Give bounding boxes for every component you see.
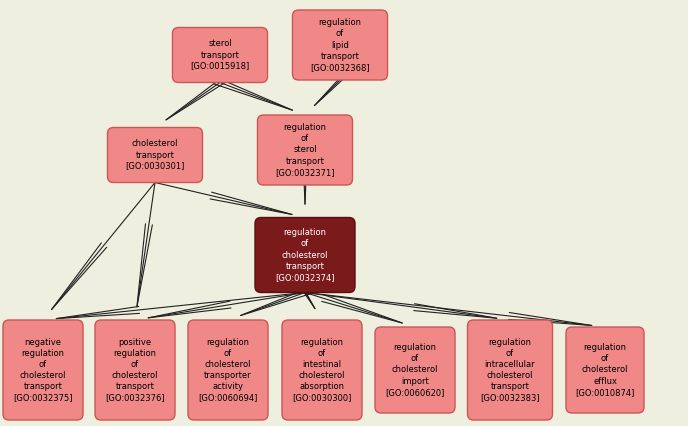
Text: regulation
of
lipid
transport
[GO:0032368]: regulation of lipid transport [GO:003236…: [310, 18, 370, 72]
FancyBboxPatch shape: [282, 320, 362, 420]
Text: regulation
of
cholesterol
transport
[GO:0032374]: regulation of cholesterol transport [GO:…: [275, 228, 335, 282]
FancyBboxPatch shape: [255, 218, 355, 293]
Text: sterol
transport
[GO:0015918]: sterol transport [GO:0015918]: [191, 39, 250, 71]
FancyBboxPatch shape: [566, 327, 644, 413]
Text: regulation
of
intestinal
cholesterol
absorption
[GO:0030300]: regulation of intestinal cholesterol abs…: [292, 338, 352, 402]
FancyBboxPatch shape: [375, 327, 455, 413]
FancyBboxPatch shape: [3, 320, 83, 420]
FancyBboxPatch shape: [173, 28, 268, 83]
Text: regulation
of
cholesterol
efflux
[GO:0010874]: regulation of cholesterol efflux [GO:001…: [575, 343, 635, 397]
Text: regulation
of
intracellular
cholesterol
transport
[GO:0032383]: regulation of intracellular cholesterol …: [480, 338, 540, 402]
Text: negative
regulation
of
cholesterol
transport
[GO:0032375]: negative regulation of cholesterol trans…: [13, 338, 73, 402]
Text: regulation
of
sterol
transport
[GO:0032371]: regulation of sterol transport [GO:00323…: [275, 123, 335, 177]
FancyBboxPatch shape: [107, 127, 202, 182]
Text: positive
regulation
of
cholesterol
transport
[GO:0032376]: positive regulation of cholesterol trans…: [105, 338, 165, 402]
FancyBboxPatch shape: [95, 320, 175, 420]
FancyBboxPatch shape: [188, 320, 268, 420]
FancyBboxPatch shape: [257, 115, 352, 185]
FancyBboxPatch shape: [292, 10, 387, 80]
Text: cholesterol
transport
[GO:0030301]: cholesterol transport [GO:0030301]: [125, 139, 184, 170]
FancyBboxPatch shape: [468, 320, 552, 420]
Text: regulation
of
cholesterol
import
[GO:0060620]: regulation of cholesterol import [GO:006…: [385, 343, 444, 397]
Text: regulation
of
cholesterol
transporter
activity
[GO:0060694]: regulation of cholesterol transporter ac…: [198, 338, 258, 402]
